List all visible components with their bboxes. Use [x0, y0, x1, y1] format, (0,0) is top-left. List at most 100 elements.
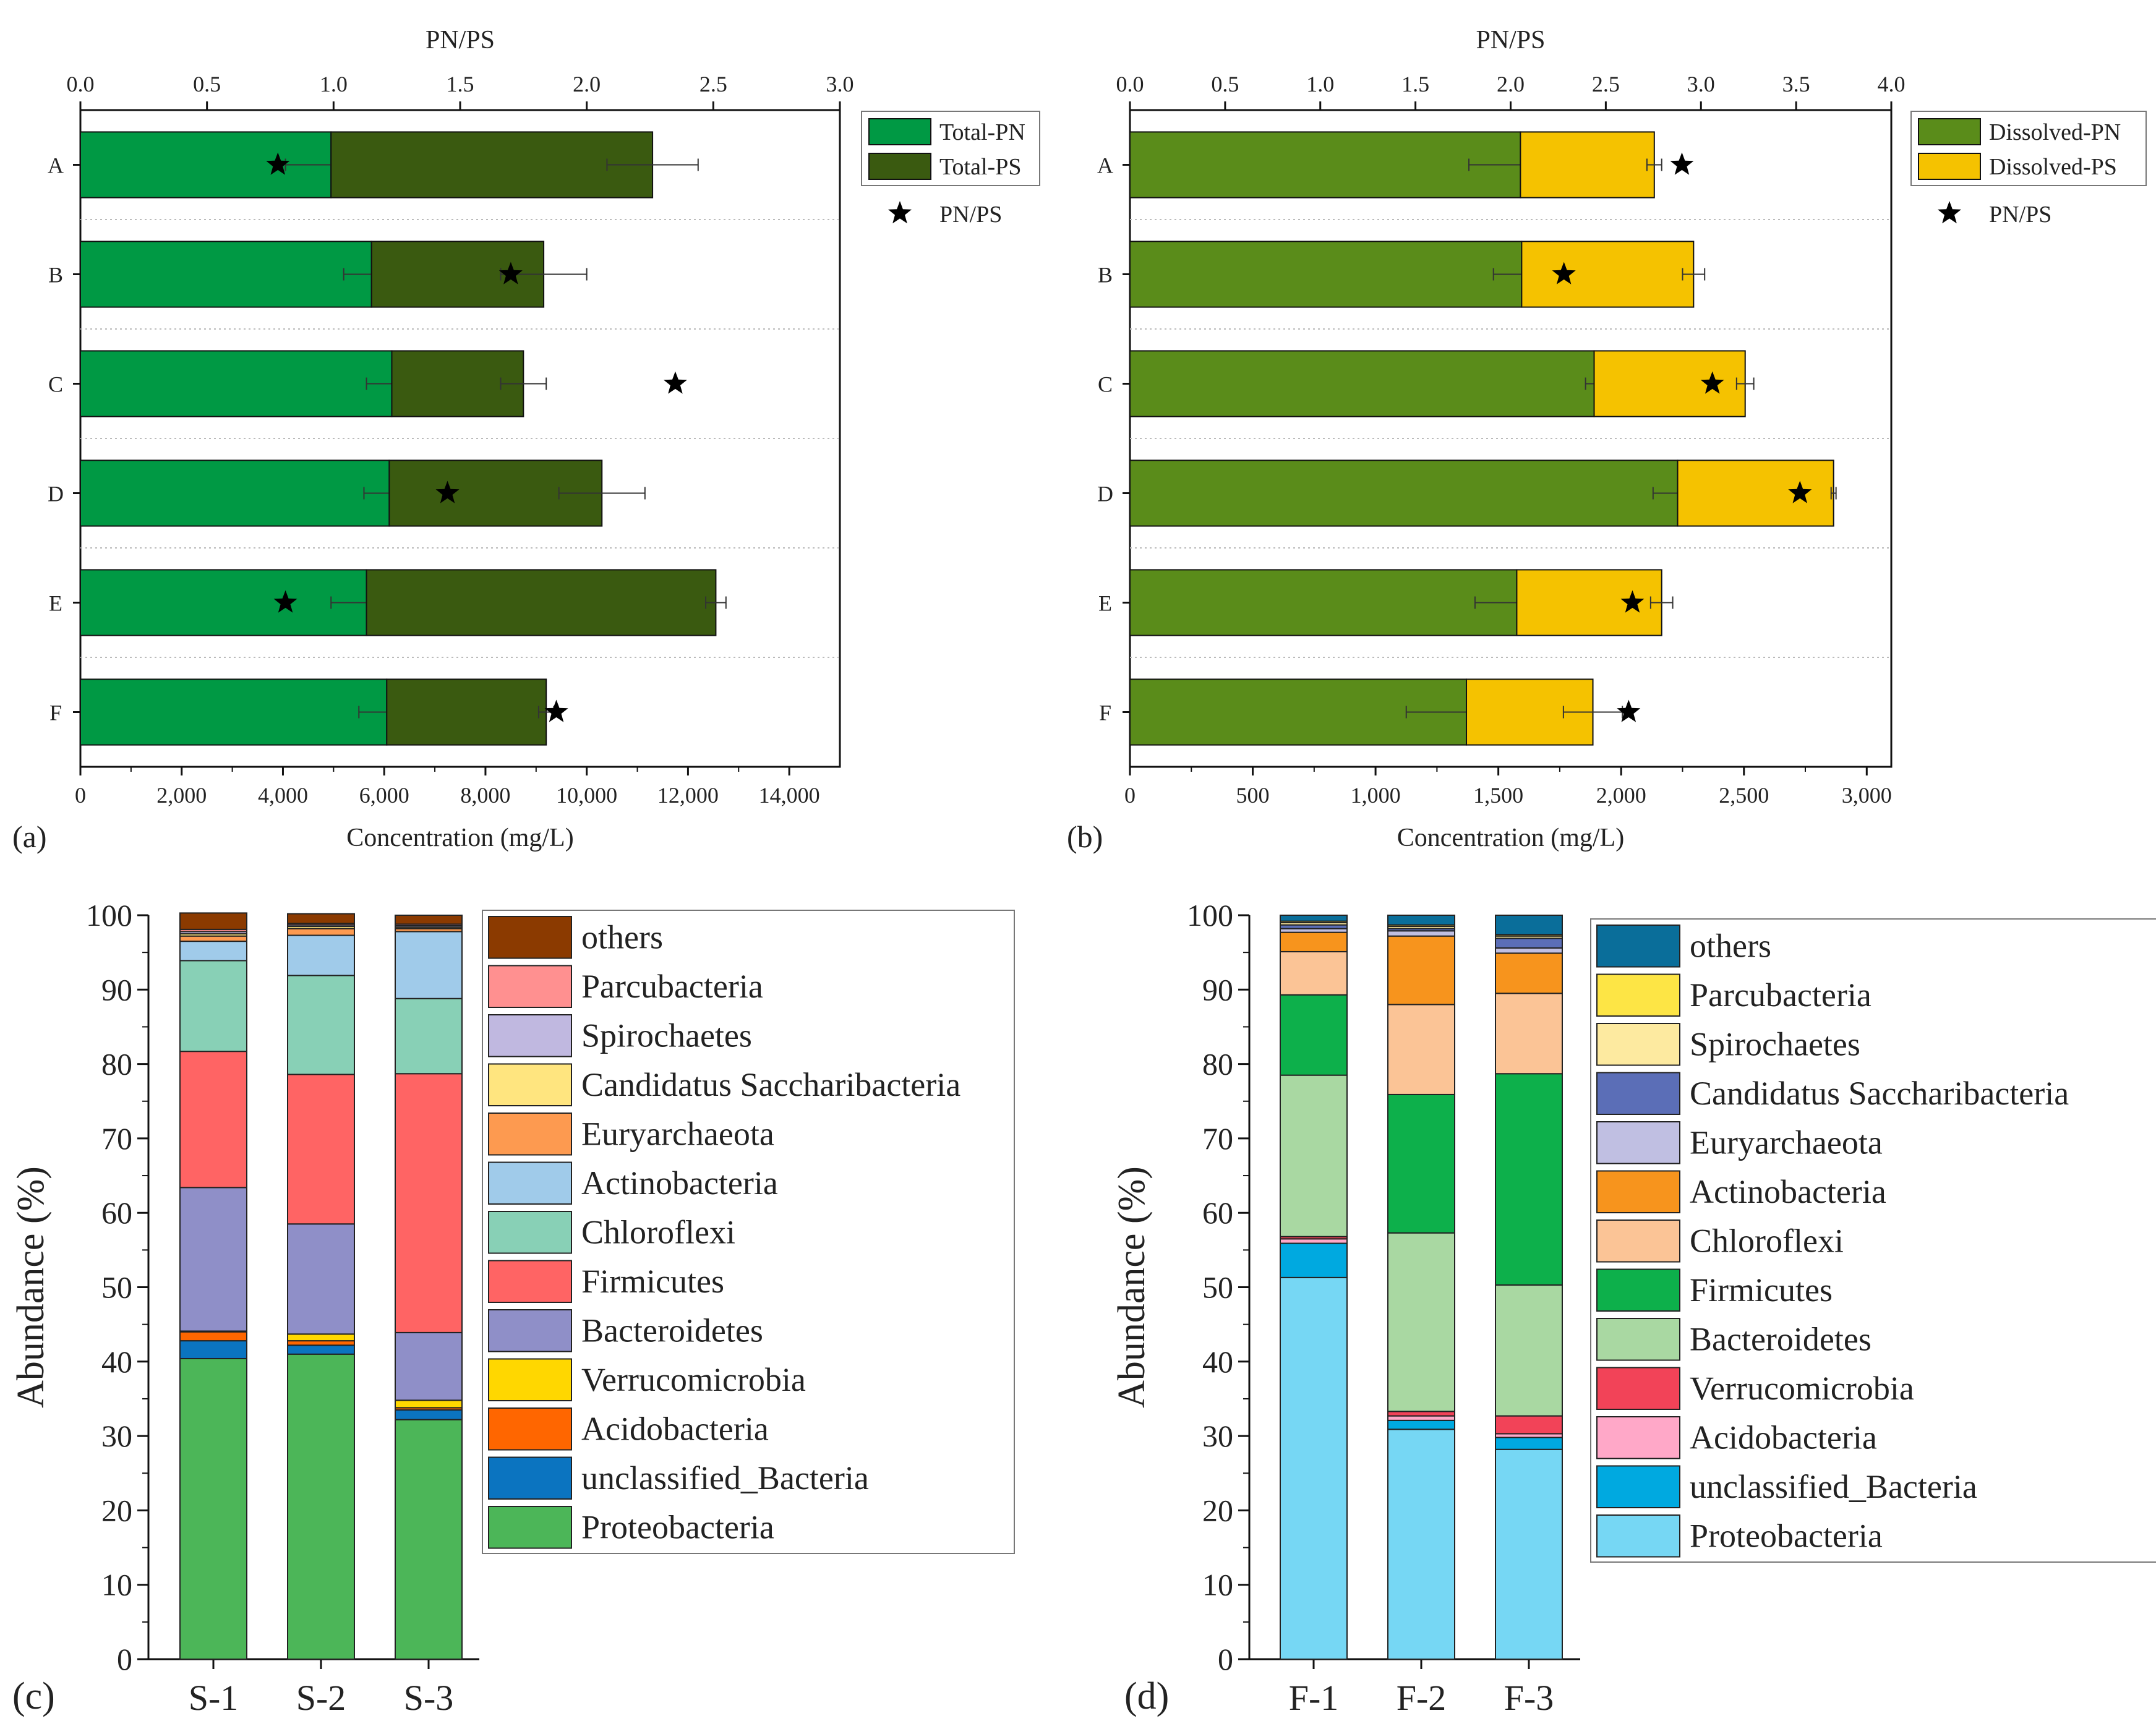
legend-label-bacteroidetes: Bacteroidetes: [1690, 1321, 1872, 1358]
y-tick-label: F: [1099, 701, 1111, 725]
bar-segment-others: [179, 912, 247, 930]
legend-label-total-ps: Total-PS: [939, 154, 1021, 180]
bar-dissolved-ps: [1521, 241, 1695, 308]
y-tick-label: 70: [101, 1121, 132, 1156]
bar-segment-chloroflexi: [1387, 1004, 1455, 1095]
legend-label-bacteroidetes: Bacteroidetes: [581, 1312, 763, 1349]
legend-swatch-verrucomicrobia: [488, 1358, 572, 1401]
legend-swatch-bacteroidetes: [488, 1309, 572, 1352]
panel-b-dissolved-eps-chart: 0 500 1,000 1,500 2,000 2,500 3,000 0.0 0.5 1.0 1.…: [1067, 26, 2147, 854]
bar-segment-proteobacteria: [179, 1357, 247, 1660]
x-tick-label: 500: [1236, 783, 1270, 808]
bar-segment-proteobacteria: [1387, 1429, 1455, 1660]
x-tick-label: 1,500: [1473, 783, 1523, 808]
y-tick-label: 80: [101, 1047, 132, 1082]
panel-label: (c): [12, 1675, 55, 1717]
bar-segment-others: [287, 913, 355, 925]
x-tick-label: S-3: [404, 1678, 454, 1718]
legend-label-euryarchaeota: Euryarchaeota: [581, 1116, 774, 1153]
x-tick-label: S-1: [189, 1678, 239, 1718]
legend-swatch-parcubacteria: [488, 965, 572, 1008]
y-tick-label: 30: [1202, 1419, 1233, 1453]
bar-segment-chloroflexi: [1495, 993, 1563, 1075]
bar-total-pn: [80, 241, 372, 308]
bar-total-ps: [330, 131, 654, 199]
legend-swatch-verrucomicrobia: [1596, 1367, 1680, 1410]
panel-a-total-eps-chart: 0 2,000 4,000 6,000 8,000 10,000 12,000 14,000 0…: [12, 26, 1040, 854]
x-tick-label: 2,500: [1719, 783, 1769, 808]
legend-swatch-actinobacteria: [1596, 1170, 1680, 1213]
bar-segment-acidobacteria: [287, 1340, 355, 1346]
bar-segment-firmicutes: [1280, 994, 1348, 1076]
legend-label-dissolved-ps: Dissolved-PS: [1989, 154, 2117, 180]
bar-segment-actinobacteria: [287, 934, 355, 976]
x-tick-label: 0: [75, 783, 86, 808]
x-tick-label: 12,000: [657, 783, 719, 808]
bar-dissolved-pn: [1129, 131, 1521, 199]
bar-segment-chloroflexi: [287, 975, 355, 1075]
legend-swatch-proteobacteria: [1596, 1514, 1680, 1558]
legend-label-actinobacteria: Actinobacteria: [581, 1164, 778, 1202]
legend-label-proteobacteria: Proteobacteria: [581, 1509, 774, 1546]
bar-segment-bacteroidetes: [1280, 1074, 1348, 1237]
y-tick-label: 0: [1218, 1642, 1233, 1676]
legend-label-acidobacteria: Acidobacteria: [1690, 1419, 1877, 1456]
x-tick-label: 10,000: [556, 783, 617, 808]
bar-segment-others: [1280, 915, 1348, 922]
y-tick-label: 40: [1202, 1344, 1233, 1379]
y-tick-label: B: [48, 263, 63, 288]
legend-swatch-acidobacteria: [1596, 1416, 1680, 1459]
legend-box: [482, 910, 1015, 1554]
legend-star-icon: [1938, 201, 1961, 224]
legend-label-total-pn: Total-PN: [939, 119, 1025, 145]
x-tick-label: 1,000: [1351, 783, 1401, 808]
bar-dissolved-ps: [1520, 131, 1655, 199]
y-tick-label: 50: [101, 1270, 132, 1305]
top-x-tick-label: 3.5: [1782, 72, 1810, 96]
y-tick-label: 60: [101, 1195, 132, 1230]
bar-segment-unclassified-bacteria: [1280, 1242, 1348, 1278]
legend-label-parcubacteria: Parcubacteria: [1690, 976, 1872, 1014]
legend-label-dissolved-pn: Dissolved-PN: [1989, 119, 2121, 145]
y-tick-label: 40: [101, 1344, 132, 1379]
pn-ps-star-marker: [1788, 480, 1812, 503]
legend-label-verrucomicrobia: Verrucomicrobia: [1690, 1370, 1914, 1407]
x-tick-label: F-3: [1504, 1678, 1554, 1718]
bar-dissolved-pn: [1129, 459, 1679, 527]
pn-ps-star-marker: [1617, 699, 1641, 722]
bar-segment-verrucomicrobia: [287, 1333, 355, 1342]
legend-label-pn-ps: PN/PS: [1989, 202, 2051, 228]
legend-swatch-proteobacteria: [488, 1506, 572, 1549]
x-tick-label: S-2: [296, 1678, 346, 1718]
x-tick-label: 0: [1124, 783, 1136, 808]
legend-label-others: others: [1690, 928, 1771, 965]
legend-box: [861, 111, 1040, 186]
pn-ps-star-marker: [266, 152, 290, 175]
bar-segment-euryarchaeota: [287, 928, 355, 936]
y-tick-label: 70: [1202, 1121, 1233, 1156]
bar-segment-verrucomicrobia: [1387, 1411, 1455, 1417]
y-tick-label: B: [1098, 263, 1113, 288]
bar-dissolved-pn: [1129, 241, 1523, 308]
legend-swatch-dissolved-ps: [1918, 153, 1981, 180]
y-tick-label: 10: [101, 1568, 132, 1602]
y-tick-label: F: [49, 701, 62, 725]
legend-swatch-others: [488, 916, 572, 959]
legend-label-unclassified-bacteria: unclassified_Bacteria: [581, 1459, 869, 1497]
legend-swatch-actinobacteria: [488, 1161, 572, 1205]
legend-swatch-firmicutes: [1596, 1268, 1680, 1312]
legend-swatch-firmicutes: [488, 1260, 572, 1303]
bar-segment-bacteroidetes: [179, 1187, 247, 1332]
legend-swatch-euryarchaeota: [1596, 1121, 1680, 1164]
bar-segment-unclassified-bacteria: [1387, 1419, 1455, 1430]
legend-swatch-bacteroidetes: [1596, 1318, 1680, 1361]
legend-swatch-others: [1596, 925, 1680, 968]
legend-swatch-spirochaetes: [1596, 1023, 1680, 1066]
y-tick-label: 10: [1202, 1568, 1233, 1602]
legend-swatch-total-pn: [868, 118, 931, 145]
bar-segment-proteobacteria: [1280, 1276, 1348, 1660]
bar-segment-euryarchaeota: [1495, 947, 1563, 954]
legend-label-firmicutes: Firmicutes: [1690, 1271, 1833, 1309]
bar-segment-actinobacteria: [1495, 952, 1563, 994]
